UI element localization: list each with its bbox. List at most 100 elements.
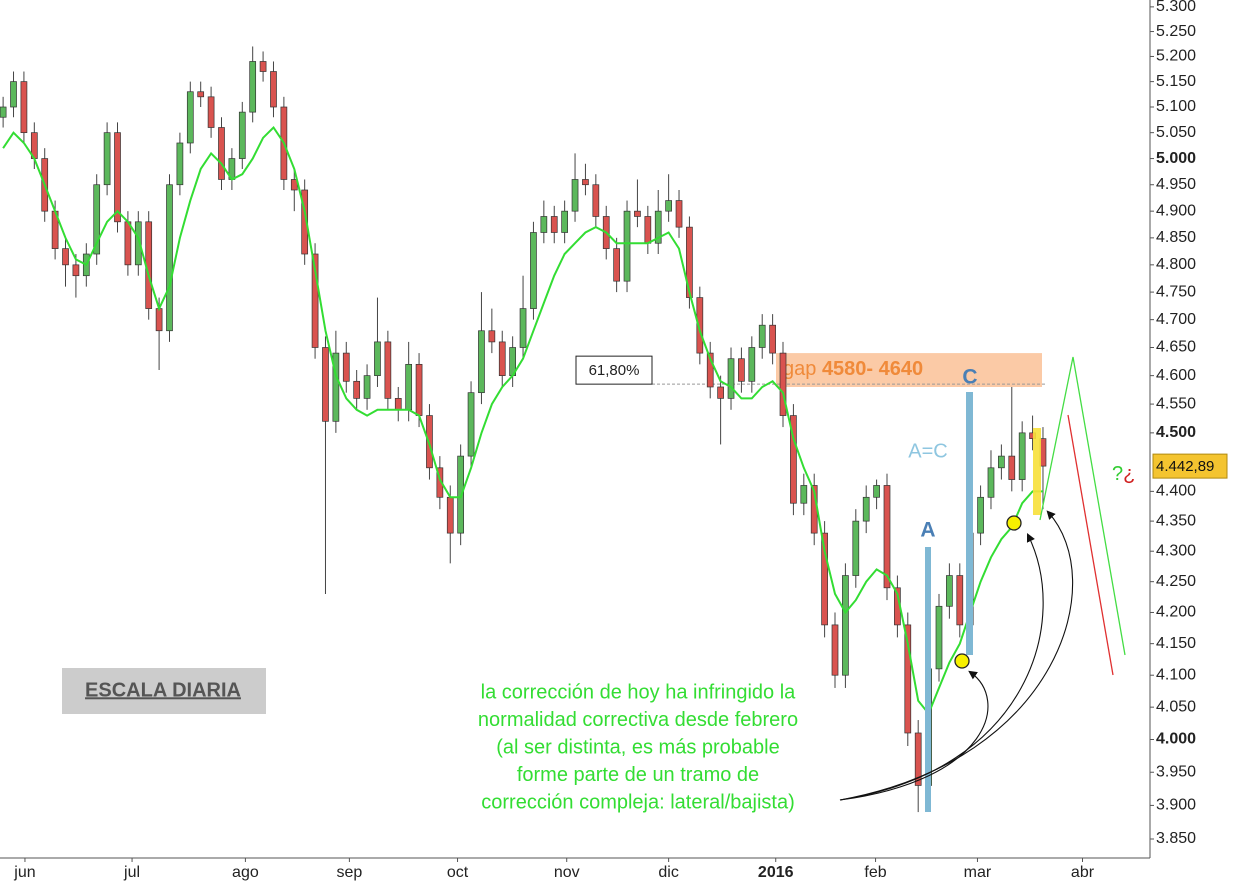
fib-label: 61,80% <box>589 362 640 379</box>
moving-average <box>2 125 1043 716</box>
candle-body <box>800 485 808 504</box>
candle-body <box>1008 455 1016 480</box>
candle-body <box>1018 432 1026 480</box>
x-tick-label: jul <box>123 864 140 881</box>
candle-body <box>114 132 121 223</box>
axis-background <box>0 858 1239 889</box>
plot-layer <box>0 46 1047 813</box>
candle-body <box>467 392 475 457</box>
comment-line: (al ser distinta, es más probable <box>496 736 779 758</box>
candle-body <box>686 226 693 298</box>
comment: la corrección de hoy ha infringido la nor… <box>478 681 798 813</box>
x-tick-label: ago <box>232 864 259 881</box>
y-tick-label: 5.100 <box>1156 98 1196 115</box>
candle-body <box>405 363 413 411</box>
candle-body <box>519 308 527 348</box>
y-tick-label: 4.100 <box>1156 666 1196 683</box>
question-marks: ?¿ <box>1112 463 1135 485</box>
candle-body <box>738 358 745 382</box>
candle-body <box>654 210 662 244</box>
projection-up <box>1039 356 1126 656</box>
candle-body <box>987 467 995 498</box>
candle-body <box>592 184 600 217</box>
x-tick-label: abr <box>1071 864 1095 881</box>
question-mark: ¿ <box>1123 463 1135 485</box>
candle-body <box>186 91 194 144</box>
y-tick-label: 5.000 <box>1156 150 1196 167</box>
y-tick-label: 3.900 <box>1156 797 1196 814</box>
candle-body <box>758 324 766 348</box>
candle-body <box>218 127 225 180</box>
candle-body <box>249 61 257 113</box>
gap-zone <box>776 353 1042 387</box>
y-tick-label: 5.200 <box>1156 48 1196 65</box>
candle-body <box>852 520 860 576</box>
scale-label: ESCALA DIARIA <box>85 679 241 701</box>
candle-body <box>134 221 142 266</box>
x-tick-label: nov <box>554 864 580 881</box>
y-tick-label: 3.850 <box>1156 830 1196 847</box>
candle-body <box>342 352 350 382</box>
y-tick-label: 4.750 <box>1156 283 1196 300</box>
candle-body <box>488 330 496 343</box>
candle-body <box>322 347 329 422</box>
candle-body <box>10 81 17 108</box>
wave-equality: A=C <box>908 440 947 462</box>
candle-body <box>270 71 277 108</box>
candle-body <box>93 184 101 255</box>
candle-body <box>436 467 444 498</box>
candle-body <box>197 91 205 98</box>
candle-body <box>301 189 309 255</box>
wave-c-bar <box>966 392 973 655</box>
candle-body <box>977 496 984 534</box>
candle-body <box>634 210 641 217</box>
candle-body <box>748 347 756 382</box>
arrow <box>839 670 989 801</box>
x-tick-label: 2016 <box>758 864 794 881</box>
arrow <box>839 510 1074 801</box>
x-tick-label: jun <box>13 864 35 881</box>
candle-body <box>862 496 870 522</box>
y-tick-label: 4.600 <box>1156 367 1196 384</box>
comment-line: corrección compleja: lateral/bajista) <box>481 791 794 813</box>
candle-body <box>166 184 173 332</box>
candle-body <box>821 532 828 626</box>
candle-body <box>446 496 454 534</box>
candle-body <box>374 341 381 376</box>
last-price-label: 4.442,89 <box>1156 458 1214 475</box>
candle-body <box>831 624 839 676</box>
candle-body <box>998 455 1005 469</box>
y-tick-label: 4.500 <box>1156 424 1196 441</box>
candle-body <box>72 264 80 277</box>
candle-body <box>415 363 423 416</box>
wave-label: A <box>920 519 935 542</box>
candle-body <box>613 248 620 282</box>
x-tick-label: feb <box>864 864 886 881</box>
candle-body <box>384 341 392 399</box>
highlight-bar <box>1033 428 1041 515</box>
candle-body <box>727 358 735 399</box>
gap-range: 4580- 4640 <box>822 358 923 380</box>
gap-word: gap <box>783 358 816 380</box>
y-tick-label: 4.350 <box>1156 512 1196 529</box>
candle-body <box>540 216 548 233</box>
candle-body <box>696 297 704 354</box>
y-tick-label: 3.950 <box>1156 763 1196 780</box>
projection-down <box>1067 414 1114 676</box>
y-tick-label: 4.000 <box>1156 731 1196 748</box>
y-tick-label: 4.150 <box>1156 635 1196 652</box>
candle-body <box>623 210 631 282</box>
last-price-box <box>1152 453 1228 479</box>
candle-body <box>311 253 319 348</box>
candle-body <box>353 380 361 399</box>
y-tick-label: 4.050 <box>1156 698 1196 715</box>
axis-background <box>1149 0 1239 889</box>
candle-body <box>561 210 568 233</box>
y-tick-label: 4.850 <box>1156 229 1196 246</box>
candle-body <box>946 575 953 607</box>
x-tick-label: dic <box>658 864 678 881</box>
scale-box <box>62 668 266 714</box>
y-tick-label: 4.550 <box>1156 395 1196 412</box>
y-tick-label: 4.400 <box>1156 483 1196 500</box>
